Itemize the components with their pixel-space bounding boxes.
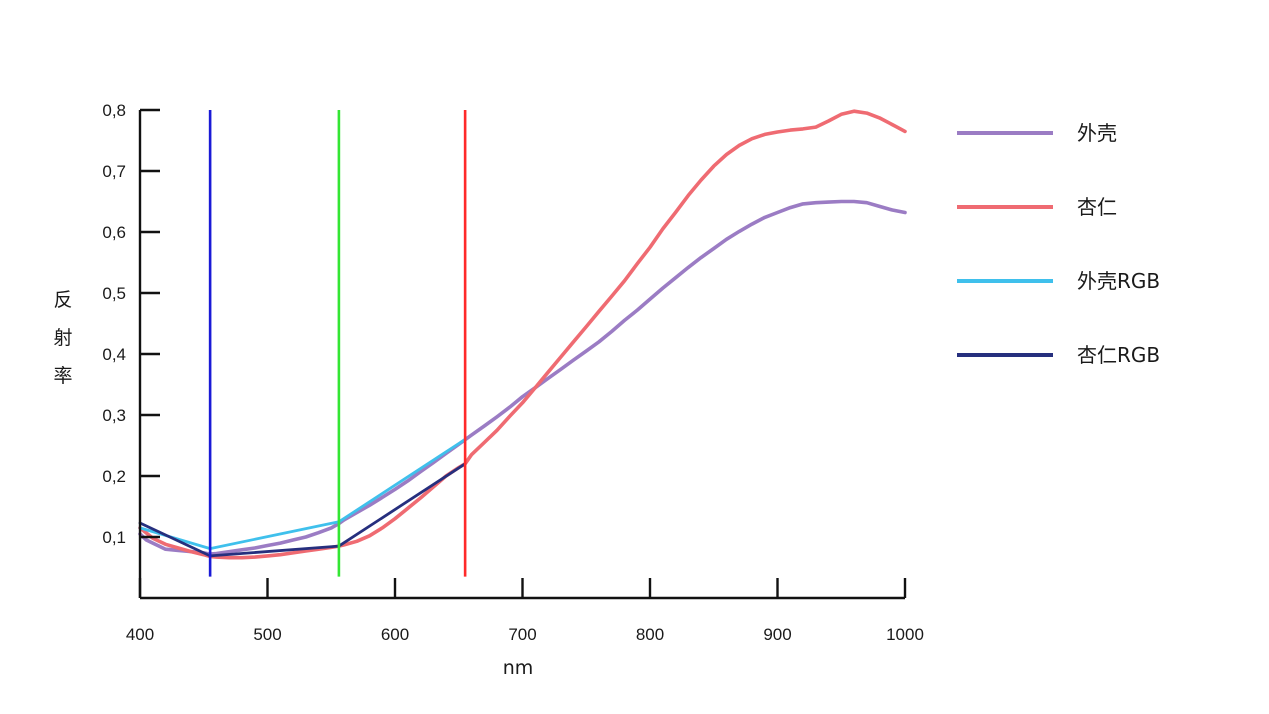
y-tick-label: 0,8: [102, 101, 126, 120]
tick-labels: 0,1 0,2 0,3 0,4 0,5 0,6 0,7 0,8 400 500 600 700 800 9…: [102, 101, 924, 644]
y-axis-label-char: 率: [53, 365, 72, 387]
series-line-1: [138, 199, 907, 556]
y-tick-label: 0,3: [102, 406, 126, 425]
legend-label: 外壳: [1077, 121, 1117, 145]
legend-label: 杏仁RGB: [1077, 343, 1160, 367]
x-tick-label: 700: [508, 625, 536, 644]
y-axis-label-char: 射: [53, 327, 72, 349]
x-tick-label: 900: [763, 625, 791, 644]
plot-area: [138, 109, 907, 577]
x-axis-label: nm: [503, 657, 534, 679]
x-tick-label: 500: [253, 625, 281, 644]
series-line-4: [138, 462, 467, 558]
legend-label: 外壳RGB: [1077, 269, 1160, 293]
x-tick-label: 1000: [886, 625, 924, 644]
legend-label: 杏仁: [1077, 195, 1117, 219]
y-tick-label: 0,6: [102, 223, 126, 242]
y-axis-label-char: 反: [53, 289, 72, 311]
y-tick-label: 0,5: [102, 284, 126, 303]
y-tick-label: 0,7: [102, 162, 126, 181]
y-tick-label: 0,4: [102, 345, 126, 364]
y-tick-label: 0,2: [102, 467, 126, 486]
y-tick-label: 0,1: [102, 528, 126, 547]
axes: [138, 108, 907, 600]
x-tick-label: 400: [126, 625, 154, 644]
x-tick-label: 600: [381, 625, 409, 644]
y-axis-label-group: 反射率: [53, 289, 72, 387]
series-line-2: [138, 109, 907, 560]
x-tick-label: 800: [636, 625, 664, 644]
